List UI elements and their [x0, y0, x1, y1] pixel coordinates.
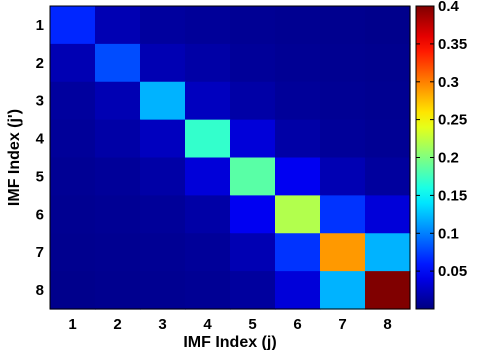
heatmap-cell [365, 195, 411, 234]
heatmap-cell [365, 43, 411, 83]
heatmap-cell [50, 119, 96, 159]
x-tick-label: 3 [158, 316, 166, 333]
x-tick-label: 6 [293, 316, 301, 333]
heatmap-cell [230, 271, 276, 310]
y-tick-label: 6 [36, 206, 44, 223]
plot-frame [49, 5, 411, 310]
colorbar-tick-label: 0.05 [438, 263, 467, 280]
heatmap-cell [95, 43, 141, 83]
heatmap-cell [185, 195, 231, 234]
heatmap-cell [185, 119, 231, 159]
heatmap-cell [185, 233, 231, 272]
heatmap-cell [320, 43, 366, 83]
y-axis-label: IMF Index (j') [6, 109, 23, 206]
heatmap-cell [95, 6, 141, 45]
heatmap-cell [140, 157, 186, 196]
colorbar-tick-label: 0.4 [438, 0, 460, 15]
heatmap-cell [95, 157, 141, 196]
heatmap-cell [365, 81, 411, 121]
colorbar-tick-label: 0.25 [438, 112, 467, 129]
heatmap-cell [275, 119, 321, 159]
y-tick-label: 2 [36, 55, 44, 72]
heatmap-cell [275, 81, 321, 121]
heatmap-cell [185, 43, 231, 83]
heatmap-cell [185, 271, 231, 310]
heatmap-cell [50, 157, 96, 196]
heatmap-cell [50, 195, 96, 234]
heatmap-cell [140, 81, 186, 121]
heatmap-cell [365, 271, 411, 310]
heatmap-cell [95, 271, 141, 310]
y-tick-label: 8 [36, 282, 44, 299]
heatmap-cell [185, 6, 231, 45]
heatmap-cell [365, 6, 411, 45]
heatmap-cell [275, 43, 321, 83]
y-tick-label: 1 [36, 17, 44, 34]
heatmap-cell [140, 271, 186, 310]
heatmap-cell [365, 157, 411, 196]
heatmap-cell [140, 233, 186, 272]
heatmap-cell [320, 6, 366, 45]
heatmap-cell [230, 233, 276, 272]
colorbar-tick-label: 0.15 [438, 187, 467, 204]
heatmap-cell [275, 233, 321, 272]
y-tick-label: 7 [36, 244, 44, 261]
heatmap-cell [275, 6, 321, 45]
heatmap-cell [185, 81, 231, 121]
x-tick-label: 1 [68, 316, 76, 333]
heatmap-cell [230, 195, 276, 234]
heatmap-cell [50, 81, 96, 121]
heatmap-cell [275, 157, 321, 196]
heatmap-cell [275, 271, 321, 310]
y-tick-label: 3 [36, 93, 44, 110]
y-tick-label: 4 [36, 131, 45, 148]
heatmap-cell [230, 81, 276, 121]
heatmap-cell [320, 81, 366, 121]
heatmap-cell [320, 233, 366, 272]
heatmap-cell [185, 157, 231, 196]
heatmap-cell [230, 6, 276, 45]
x-tick-label: 2 [113, 316, 121, 333]
heatmap-cell [95, 233, 141, 272]
colorbar-tick-labels: 0.05 0.1 0.15 0.2 0.25 0.3 0.35 0.4 [416, 0, 467, 280]
x-tick-label: 5 [248, 316, 256, 333]
heatmap-cell [365, 119, 411, 159]
heatmap-cell [95, 119, 141, 159]
heatmap-cell [140, 119, 186, 159]
heatmap-cell [95, 81, 141, 121]
heatmap-cell [365, 233, 411, 272]
heatmap-cell [95, 195, 141, 234]
heatmap-cell [50, 233, 96, 272]
y-tick-label: 5 [36, 168, 44, 185]
x-tick-labels: 1 2 3 4 5 6 7 8 [68, 316, 391, 333]
colorbar-tick-label: 0.1 [438, 225, 459, 242]
heatmap-cell [320, 119, 366, 159]
heatmap-cell [230, 119, 276, 159]
x-tick-label: 7 [338, 316, 346, 333]
heatmap-cell [50, 6, 96, 45]
heatmap-cell [140, 6, 186, 45]
x-tick-label: 8 [383, 316, 391, 333]
heatmap-cells [50, 6, 411, 310]
y-tick-labels: 1 2 3 4 5 6 7 8 [36, 17, 45, 299]
heatmap-cell [50, 43, 96, 83]
heatmap-cell [50, 271, 96, 310]
heatmap-cell [275, 195, 321, 234]
heatmap-cell [140, 43, 186, 83]
heatmap-cell [320, 271, 366, 310]
heatmap-cell [230, 43, 276, 83]
x-axis-label: IMF Index (j) [183, 334, 276, 350]
colorbar-tick-label: 0.35 [438, 36, 467, 53]
heatmap-cell [320, 195, 366, 234]
heatmap-cell [140, 195, 186, 234]
colorbar-tick-label: 0.2 [438, 150, 459, 167]
x-tick-label: 4 [203, 316, 212, 333]
colorbar-tick-label: 0.3 [438, 74, 459, 91]
heatmap-cell [230, 157, 276, 196]
heatmap-cell [320, 157, 366, 196]
